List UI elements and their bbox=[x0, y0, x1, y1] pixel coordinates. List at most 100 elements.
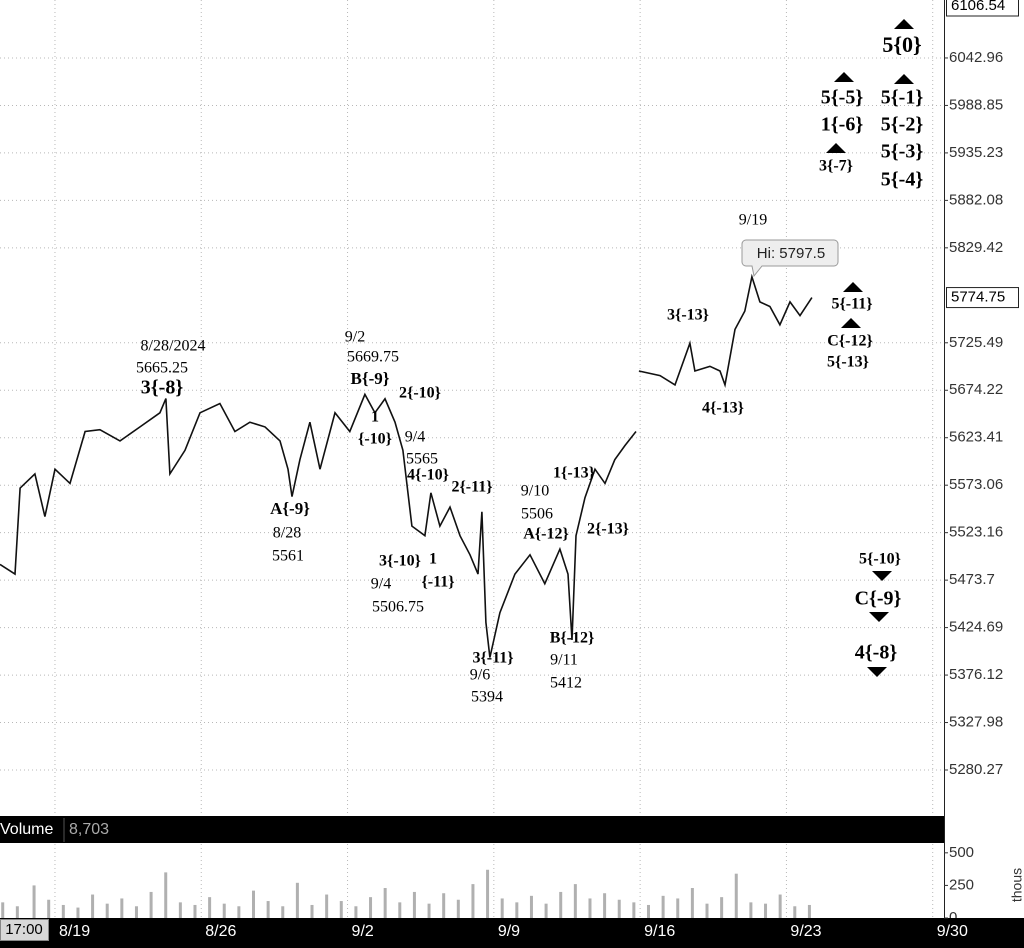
wave-annotation: 5412 bbox=[550, 675, 582, 692]
wave-annotation: 3{-7} bbox=[819, 158, 853, 175]
y-tick-label: 5424.69 bbox=[949, 619, 1003, 636]
y-tick-label: 5988.85 bbox=[949, 96, 1003, 113]
volume-bar bbox=[807, 904, 811, 918]
wave-annotation: 3{-13} bbox=[667, 307, 709, 324]
wave-annotation: 5{-1} bbox=[881, 87, 924, 109]
volume-bar bbox=[617, 899, 621, 918]
volume-y-tick-label: 0 bbox=[949, 909, 957, 926]
triangle-down bbox=[872, 571, 892, 581]
last-price-label: 5774.75 bbox=[951, 289, 1005, 306]
wave-annotation: 3{-11} bbox=[472, 650, 513, 667]
volume-bar bbox=[47, 899, 51, 918]
triangle-up bbox=[834, 72, 854, 82]
wave-annotation: 5565 bbox=[406, 451, 438, 468]
price-line bbox=[0, 273, 813, 658]
triangle-up bbox=[841, 318, 861, 328]
x-tick-label: 9/2 bbox=[352, 923, 374, 940]
volume-header bbox=[0, 816, 944, 843]
volume-panel: 0 250 500 bbox=[1, 844, 974, 926]
volume-bar bbox=[515, 902, 519, 918]
volume-bar bbox=[222, 903, 226, 918]
wave-annotation: 5{-4} bbox=[881, 169, 924, 191]
volume-bar bbox=[208, 897, 212, 918]
triangle-up bbox=[843, 282, 863, 292]
volume-bar bbox=[588, 898, 592, 918]
wave-annotation: 5394 bbox=[471, 689, 503, 706]
wave-annotation: 3{-8} bbox=[141, 377, 184, 399]
volume-bar bbox=[310, 904, 314, 918]
wave-annotation: 5{-13} bbox=[827, 354, 869, 371]
volume-bar bbox=[61, 904, 65, 918]
triangle-up bbox=[894, 74, 914, 84]
volume-bar bbox=[134, 906, 138, 918]
volume-bar bbox=[398, 902, 402, 918]
wave-annotation: 4{-10} bbox=[407, 467, 449, 484]
volume-bar bbox=[15, 906, 19, 918]
wave-annotation: 5506 bbox=[521, 506, 553, 523]
volume-bar bbox=[252, 890, 256, 918]
wave-annotation: 2{-11} bbox=[451, 479, 492, 496]
y-tick-label: 5376.12 bbox=[949, 666, 1003, 683]
volume-bar bbox=[661, 895, 665, 918]
wave-annotation: 5{-2} bbox=[881, 114, 924, 136]
wave-annotation: 1 bbox=[371, 409, 379, 426]
wave-annotation: 5{-11} bbox=[831, 296, 872, 313]
wave-annotation: 5561 bbox=[272, 548, 304, 565]
wave-annotation: 8/28/2024 bbox=[141, 338, 206, 355]
wave-annotation: 5665.25 bbox=[136, 360, 188, 377]
volume-bar bbox=[354, 906, 358, 918]
volume-bar bbox=[91, 894, 95, 918]
triangle-down bbox=[869, 612, 889, 622]
volume-bar bbox=[764, 903, 768, 918]
wave-annotation: 5{0} bbox=[882, 32, 921, 57]
wave-annotation: 4{-8} bbox=[855, 642, 898, 664]
wave-annotation: 5506.75 bbox=[372, 599, 424, 616]
volume-bar bbox=[178, 902, 182, 918]
axes: 8/19 8/26 9/2 9/9 9/16 9/23 9/30 6042.96 5988.85… bbox=[59, 0, 1019, 940]
volume-bar bbox=[32, 885, 36, 918]
wave-annotation: 9/4 bbox=[405, 429, 425, 446]
volume-bar bbox=[705, 903, 709, 918]
volume-bar bbox=[559, 891, 563, 918]
y-tick-label: 5523.16 bbox=[949, 524, 1003, 541]
wave-annotation: 5{-10} bbox=[859, 551, 901, 568]
wave-annotation: 2{-10} bbox=[399, 385, 441, 402]
wave-annotation: {-11} bbox=[421, 574, 454, 591]
volume-bar bbox=[646, 904, 650, 918]
volume-bar bbox=[486, 869, 490, 918]
wave-annotation: 5{-3} bbox=[881, 141, 924, 163]
volume-y-tick-label: 500 bbox=[949, 844, 974, 861]
triangle-up bbox=[826, 143, 846, 153]
wave-annotation: {-10} bbox=[358, 431, 392, 448]
volume-bar bbox=[383, 888, 387, 918]
x-tick-label: 9/16 bbox=[644, 923, 675, 940]
wave-annotation: 8/28 bbox=[273, 525, 301, 542]
volume-bar bbox=[325, 894, 329, 918]
scale-top-label: 6106.54 bbox=[951, 0, 1005, 14]
time-axis-bar bbox=[0, 918, 1024, 948]
price-plot bbox=[0, 273, 813, 658]
volume-bar bbox=[573, 884, 577, 918]
volume-bar bbox=[442, 893, 446, 918]
volume-bar bbox=[778, 894, 782, 918]
x-tick-label: 9/9 bbox=[498, 923, 520, 940]
wave-annotation: 9/2 bbox=[345, 329, 365, 346]
wave-annotation: 9/11 bbox=[550, 652, 578, 669]
volume-bar bbox=[1, 902, 5, 918]
y-tick-label: 5327.98 bbox=[949, 714, 1003, 731]
wave-annotation: 9/6 bbox=[470, 667, 490, 684]
wave-annotation: 1{-6} bbox=[821, 114, 864, 136]
session-label: 17:00 bbox=[5, 921, 43, 938]
x-tick-label: 9/30 bbox=[937, 923, 968, 940]
grid bbox=[0, 0, 944, 918]
volume-bar bbox=[149, 891, 153, 918]
wave-triangles bbox=[826, 19, 914, 677]
y-tick-label: 5280.27 bbox=[949, 761, 1003, 778]
wave-annotation: C{-12} bbox=[827, 333, 873, 350]
volume-bar bbox=[471, 884, 475, 918]
volume-bar bbox=[793, 906, 797, 918]
volume-bar bbox=[734, 873, 738, 918]
y-tick-label: 5725.49 bbox=[949, 334, 1003, 351]
volume-bar bbox=[500, 898, 504, 918]
wave-annotation: C{-9} bbox=[855, 588, 902, 610]
